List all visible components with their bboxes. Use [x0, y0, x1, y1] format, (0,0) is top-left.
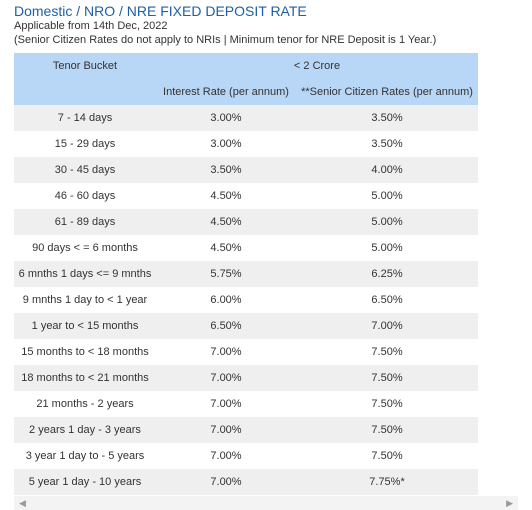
table-row: 90 days < = 6 months 4.50% 5.00% [14, 235, 479, 261]
cell-tenor: 6 mnths 1 days <= 9 mnths [14, 261, 156, 287]
cell-tenor: 30 - 45 days [14, 157, 156, 183]
header-interest-rate: Interest Rate (per annum) [156, 79, 296, 105]
cell-tenor: 46 - 60 days [14, 183, 156, 209]
applicable-date: Applicable from 14th Dec, 2022 [14, 20, 168, 32]
cell-tenor: 18 months to < 21 months [14, 365, 156, 391]
cell-tenor: 3 year 1 day to - 5 years [14, 443, 156, 469]
cell-interest-rate: 3.00% [156, 131, 296, 157]
table-row: 2 years 1 day - 3 years 7.00% 7.50% [14, 417, 479, 443]
cell-senior-rate: 5.00% [296, 183, 479, 209]
cell-interest-rate: 7.00% [156, 417, 296, 443]
table-row: 15 - 29 days 3.00% 3.50% [14, 131, 479, 157]
cell-interest-rate: 5.75% [156, 261, 296, 287]
cell-senior-rate: 5.00% [296, 235, 479, 261]
cell-tenor: 21 months - 2 years [14, 391, 156, 417]
cell-tenor: 61 - 89 days [14, 209, 156, 235]
rate-table: Tenor Bucket < 2 Crore Interest Rate (pe… [14, 53, 479, 495]
cell-senior-rate: 7.50% [296, 417, 479, 443]
cell-interest-rate: 7.00% [156, 391, 296, 417]
cell-tenor: 1 year to < 15 months [14, 313, 156, 339]
table-header-row: Tenor Bucket < 2 Crore [14, 53, 479, 79]
cell-tenor: 90 days < = 6 months [14, 235, 156, 261]
cell-interest-rate: 3.50% [156, 157, 296, 183]
cell-interest-rate: 4.50% [156, 235, 296, 261]
table-row: 46 - 60 days 4.50% 5.00% [14, 183, 479, 209]
cell-senior-rate: 5.00% [296, 209, 479, 235]
header-tenor-empty [14, 79, 156, 105]
table-row: 15 months to < 18 months 7.00% 7.50% [14, 339, 479, 365]
table-row: 61 - 89 days 4.50% 5.00% [14, 209, 479, 235]
table-subheader-row: Interest Rate (per annum) **Senior Citiz… [14, 79, 479, 105]
cell-senior-rate: 7.50% [296, 391, 479, 417]
table-row: 5 year 1 day - 10 years 7.00% 7.75%* [14, 469, 479, 495]
header-amount-group: < 2 Crore [156, 53, 479, 79]
cell-interest-rate: 7.00% [156, 365, 296, 391]
rate-note: (Senior Citizen Rates do not apply to NR… [14, 34, 437, 46]
table-row: 30 - 45 days 3.50% 4.00% [14, 157, 479, 183]
cell-tenor: 2 years 1 day - 3 years [14, 417, 156, 443]
cell-tenor: 15 months to < 18 months [14, 339, 156, 365]
cell-interest-rate: 6.00% [156, 287, 296, 313]
cell-tenor: 5 year 1 day - 10 years [14, 469, 156, 495]
cell-senior-rate: 7.75%* [296, 469, 479, 495]
table-row: 21 months - 2 years 7.00% 7.50% [14, 391, 479, 417]
header-senior-rate: **Senior Citizen Rates (per annum) [296, 79, 479, 105]
cell-senior-rate: 7.50% [296, 365, 479, 391]
cell-interest-rate: 4.50% [156, 209, 296, 235]
scroll-right-arrow-icon[interactable]: ▶ [506, 498, 513, 508]
cell-senior-rate: 6.50% [296, 287, 479, 313]
cell-interest-rate: 6.50% [156, 313, 296, 339]
cell-senior-rate: 7.50% [296, 443, 479, 469]
cell-tenor: 15 - 29 days [14, 131, 156, 157]
cell-tenor: 7 - 14 days [14, 105, 156, 131]
table-body: 7 - 14 days 3.00% 3.50% 15 - 29 days 3.00% 3.… [14, 105, 479, 495]
cell-senior-rate: 4.00% [296, 157, 479, 183]
table-row: 1 year to < 15 months 6.50% 7.00% [14, 313, 479, 339]
table-row: 9 mnths 1 day to < 1 year 6.00% 6.50% [14, 287, 479, 313]
scroll-left-arrow-icon[interactable]: ◀ [19, 498, 26, 508]
cell-interest-rate: 4.50% [156, 183, 296, 209]
horizontal-scrollbar[interactable]: ◀ ▶ [14, 496, 518, 510]
rate-table-container: Tenor Bucket < 2 Crore Interest Rate (pe… [14, 53, 479, 495]
table-row: 3 year 1 day to - 5 years 7.00% 7.50% [14, 443, 479, 469]
cell-tenor: 9 mnths 1 day to < 1 year [14, 287, 156, 313]
cell-senior-rate: 6.25% [296, 261, 479, 287]
page-title: Domestic / NRO / NRE FIXED DEPOSIT RATE [14, 3, 307, 19]
cell-interest-rate: 7.00% [156, 469, 296, 495]
table-row: 7 - 14 days 3.00% 3.50% [14, 105, 479, 131]
cell-senior-rate: 3.50% [296, 131, 479, 157]
table-row: 18 months to < 21 months 7.00% 7.50% [14, 365, 479, 391]
cell-interest-rate: 3.00% [156, 105, 296, 131]
table-row: 6 mnths 1 days <= 9 mnths 5.75% 6.25% [14, 261, 479, 287]
cell-senior-rate: 3.50% [296, 105, 479, 131]
cell-interest-rate: 7.00% [156, 443, 296, 469]
header-tenor-bucket: Tenor Bucket [14, 53, 156, 79]
cell-interest-rate: 7.00% [156, 339, 296, 365]
cell-senior-rate: 7.00% [296, 313, 479, 339]
cell-senior-rate: 7.50% [296, 339, 479, 365]
